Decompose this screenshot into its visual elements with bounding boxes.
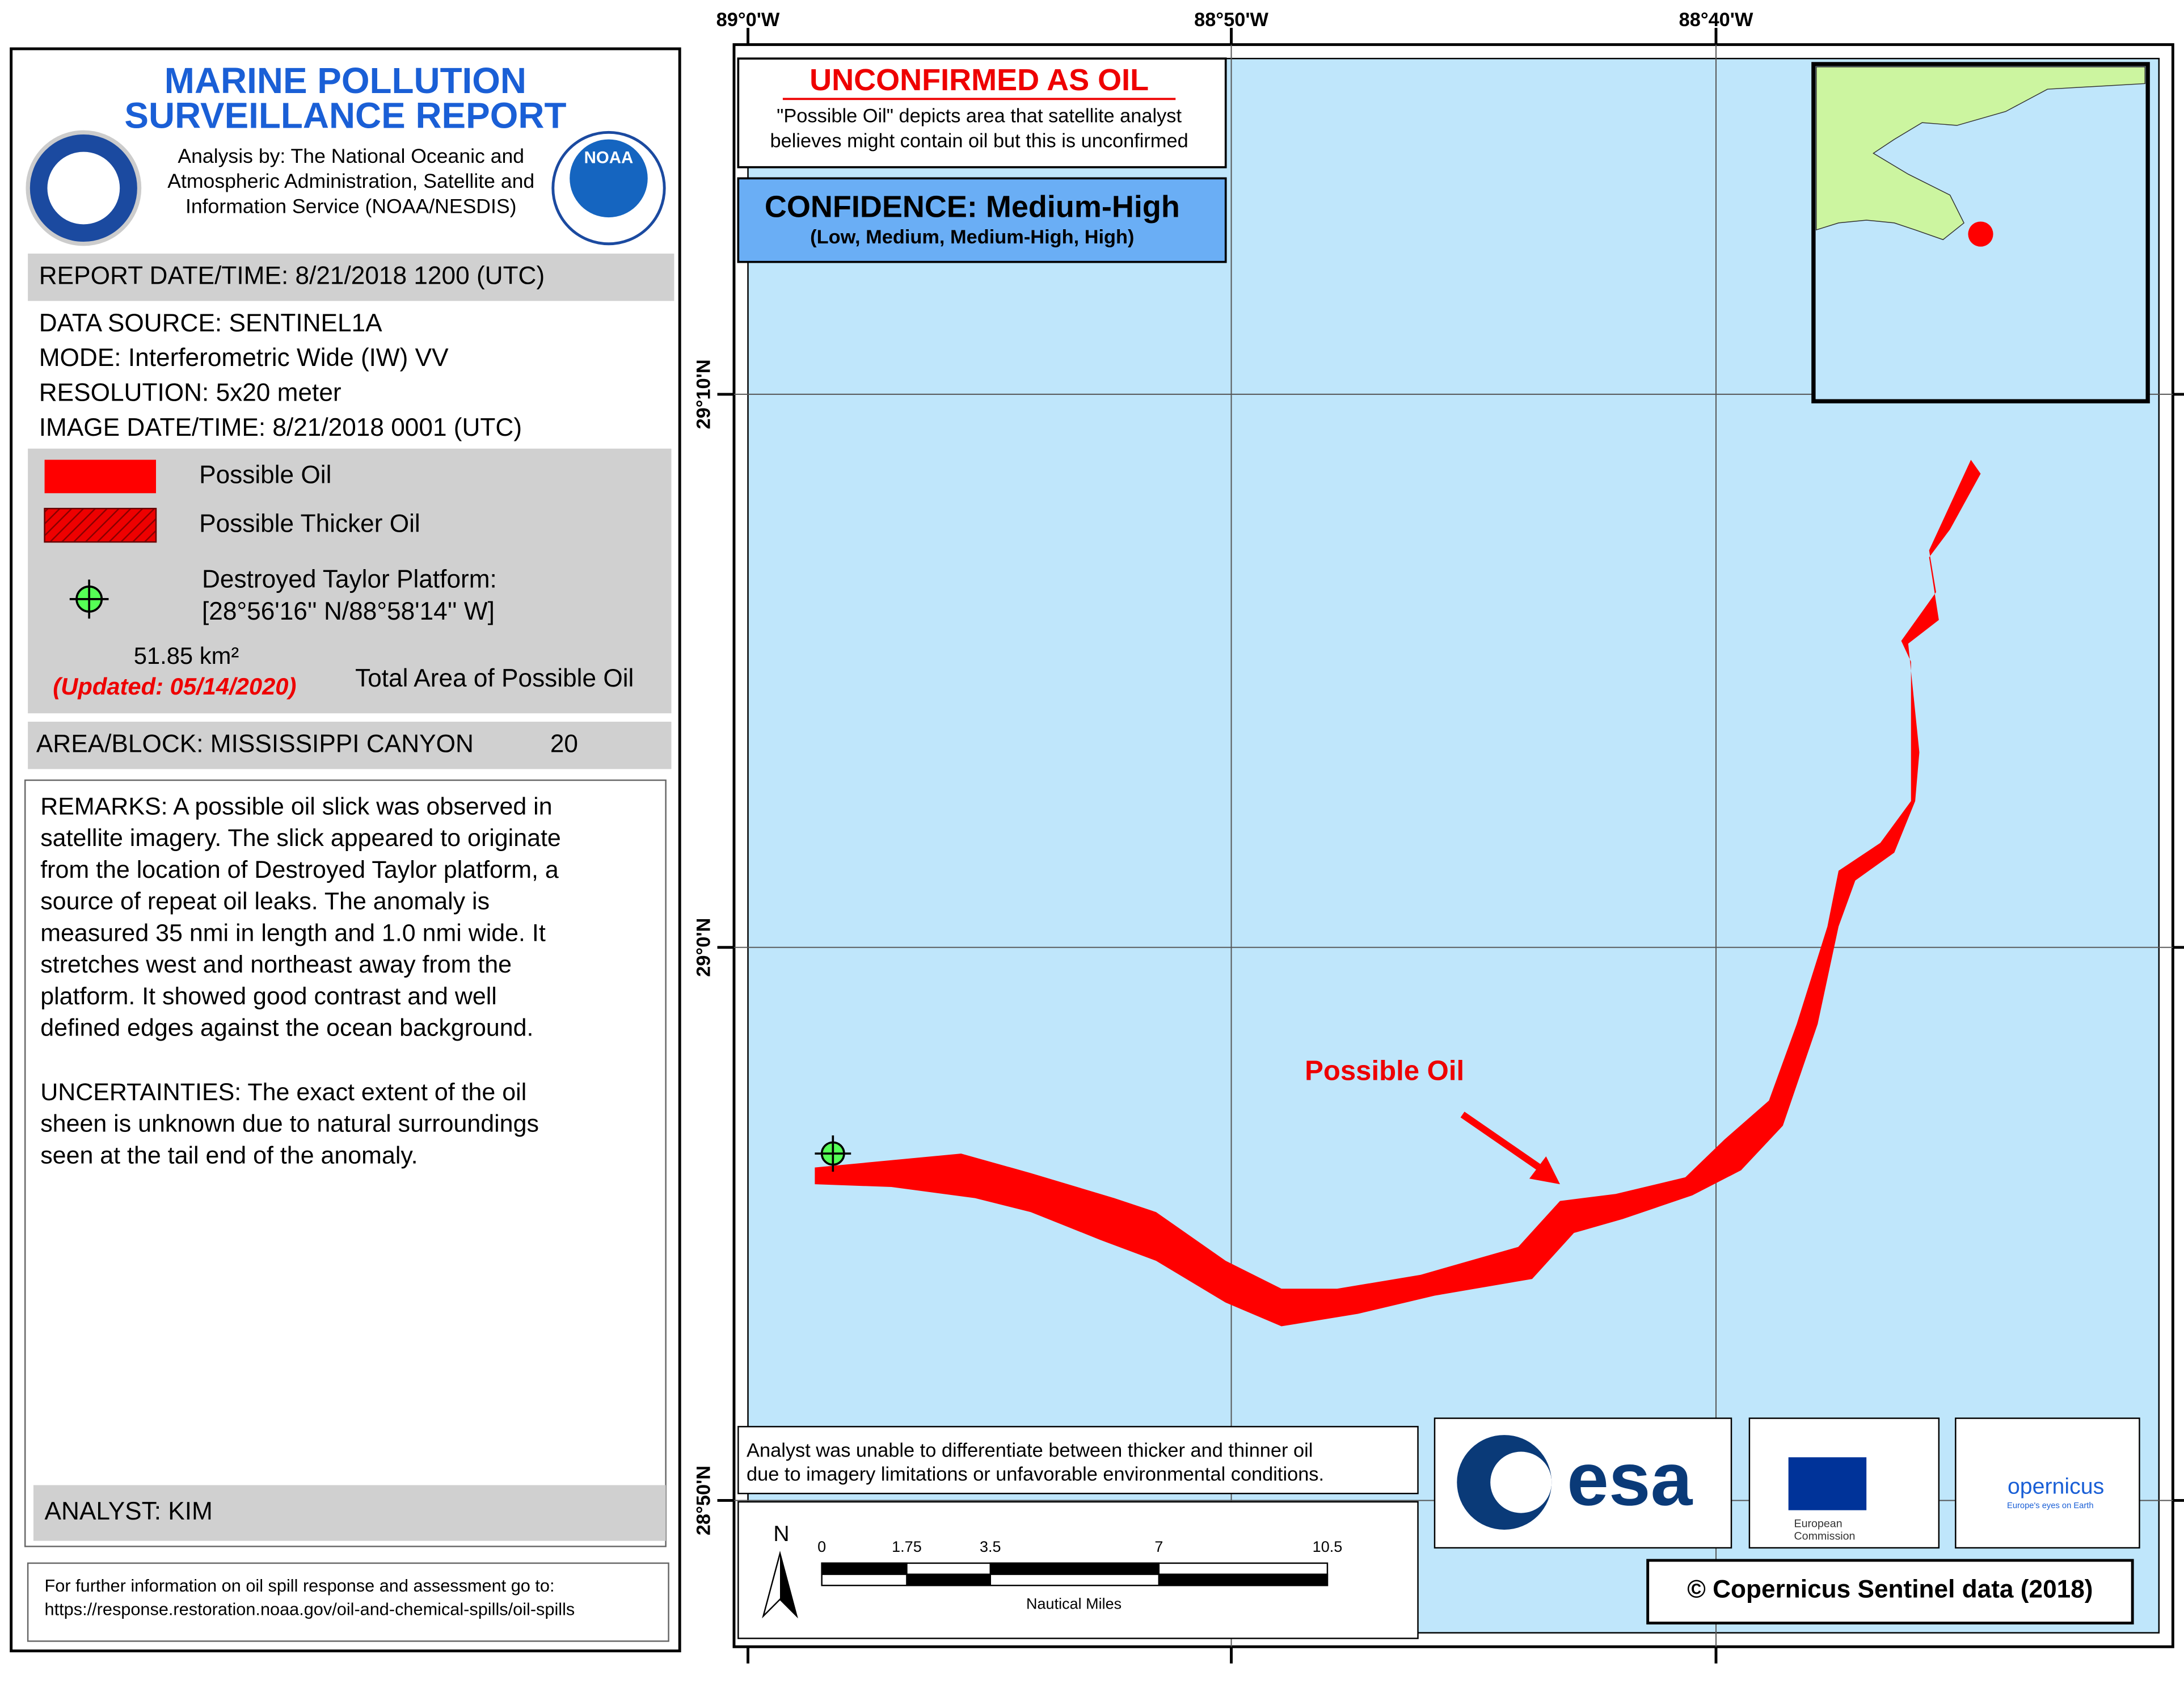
- remarks-line: source of repeat oil leaks. The anomaly …: [40, 888, 490, 915]
- footer-line: https://response.restoration.noaa.gov/oi…: [45, 1599, 575, 1619]
- annotation-arrowhead: [1529, 1156, 1560, 1185]
- esa-emblem-inner: [1490, 1451, 1552, 1513]
- detail-line: MODE: Interferometric Wide (IW) VV: [39, 344, 449, 372]
- detail-line: RESOLUTION: 5x20 meter: [39, 379, 341, 407]
- analyst-bar: [33, 1485, 666, 1541]
- doc-logo-inner: [47, 151, 120, 225]
- report-datetime: REPORT DATE/TIME: 8/21/2018 1200 (UTC): [39, 262, 545, 289]
- uncertainty-line: UNCERTAINTIES: The exact extent of the o…: [40, 1079, 526, 1106]
- lat-label: 29°0'N: [693, 918, 714, 977]
- legend-swatch-oil: [44, 460, 156, 494]
- copernicus-logo-box: [1955, 1417, 2140, 1549]
- legend-label: Possible Thicker Oil: [199, 510, 420, 537]
- noaa-logo-inner: [570, 139, 648, 218]
- lat-label: 29°10'N: [693, 359, 714, 429]
- block-bar: [28, 721, 672, 769]
- scale-tick: 10.5: [1313, 1538, 1343, 1555]
- confidence-title: CONFIDENCE: Medium-High: [765, 190, 1180, 224]
- unconfirmed-title: UNCONFIRMED AS OIL: [809, 63, 1149, 97]
- platform-label: [28°56'16'' N/88°58'14'' W]: [202, 597, 495, 625]
- remarks-line: stretches west and northeast away from t…: [40, 951, 512, 978]
- remarks-line: satellite imagery. The slick appeared to…: [40, 824, 561, 852]
- analysis-text: Analysis by: The National Oceanic and: [178, 145, 524, 167]
- area-updated: (Updated: 05/14/2020): [53, 673, 296, 700]
- confidence-scale: (Low, Medium, Medium-High, High): [810, 226, 1134, 248]
- credit-box: [1646, 1559, 2134, 1624]
- platform-label: Destroyed Taylor Platform:: [202, 566, 497, 593]
- analysis-text: Information Service (NOAA/NESDIS): [185, 195, 517, 217]
- ec-logo-text: European: [1794, 1517, 1843, 1530]
- copernicus-tagline: Europe's eyes on Earth: [2007, 1501, 2094, 1510]
- scale-tick: 0: [817, 1538, 826, 1555]
- remarks-line: platform. It showed good contrast and we…: [40, 983, 497, 1010]
- scale-tick: 1.75: [892, 1538, 922, 1555]
- unconfirmed-box: [737, 57, 1227, 169]
- legend-swatch-thick: [44, 508, 157, 543]
- remarks-box: [24, 779, 667, 1547]
- scale-tick: 3.5: [980, 1538, 1001, 1555]
- annotation-arrow: [1460, 1112, 1546, 1173]
- unconfirmed-line: "Possible Oil" depicts area that satelli…: [777, 105, 1182, 127]
- inset-location: [1968, 221, 1993, 247]
- remarks-line: REMARKS: A possible oil slick was observ…: [40, 793, 552, 820]
- block-number: 20: [550, 730, 578, 757]
- block-label: AREA/BLOCK: MISSISSIPPI CANYON: [36, 730, 474, 757]
- analyst: ANALYST: KIM: [45, 1497, 213, 1525]
- noaa-text: NOAA: [584, 149, 634, 167]
- remarks-line: from the location of Destroyed Taylor pl…: [40, 856, 559, 883]
- scale-bar: [821, 1562, 1329, 1586]
- lon-label: 89°0'W: [716, 9, 780, 31]
- report-date-bar: [28, 253, 674, 301]
- note-line: Analyst was unable to differentiate betw…: [747, 1440, 1313, 1462]
- eu-flag: [1788, 1457, 1867, 1510]
- note-box: [737, 1426, 1419, 1495]
- north-label: N: [773, 1521, 789, 1546]
- confidence-box: [737, 177, 1227, 263]
- unconfirmed-line: believes might contain oil but this is u…: [770, 131, 1188, 152]
- inset-land: [1816, 66, 2145, 241]
- lon-label: 88°50'W: [1194, 9, 1268, 31]
- report-title: SURVEILLANCE REPORT: [124, 95, 566, 136]
- footer-box: [27, 1562, 669, 1642]
- legend-label: Possible Oil: [199, 461, 331, 489]
- lon-label: 88°40'W: [1679, 9, 1753, 31]
- scale-units: Nautical Miles: [1026, 1596, 1121, 1613]
- platform-symbol: [69, 579, 109, 619]
- ec-logo-text: Commission: [1794, 1530, 1856, 1542]
- annotation: Possible Oil: [1305, 1056, 1464, 1087]
- uncertainty-line: sheen is unknown due to natural surround…: [40, 1110, 539, 1138]
- platform-marker: [815, 1135, 851, 1172]
- detail-line: DATA SOURCE: SENTINEL1A: [39, 309, 382, 337]
- lat-label: 28°50'N: [693, 1466, 714, 1535]
- area-label: Total Area of Possible Oil: [355, 664, 634, 692]
- credit: © Copernicus Sentinel data (2018): [1687, 1576, 2093, 1603]
- note-line: due to imagery limitations or unfavorabl…: [747, 1463, 1324, 1485]
- north-arrow-fill: [780, 1553, 797, 1617]
- esa-logo-text: esa: [1567, 1437, 1693, 1521]
- area-value: 51.85 km²: [134, 642, 239, 669]
- remarks-line: measured 35 nmi in length and 1.0 nmi wi…: [40, 919, 546, 946]
- analysis-text: Atmospheric Administration, Satellite an…: [167, 170, 534, 192]
- footer-line: For further information on oil spill res…: [45, 1576, 555, 1596]
- scale-tick: 7: [1154, 1538, 1163, 1555]
- report-title: MARINE POLLUTION: [165, 60, 526, 101]
- remarks-line: defined edges against the ocean backgrou…: [40, 1015, 533, 1042]
- copernicus-logo-text: opernicus: [2008, 1474, 2104, 1499]
- detail-line: IMAGE DATE/TIME: 8/21/2018 0001 (UTC): [39, 414, 522, 441]
- uncertainty-line: seen at the tail end of the anomaly.: [40, 1142, 418, 1169]
